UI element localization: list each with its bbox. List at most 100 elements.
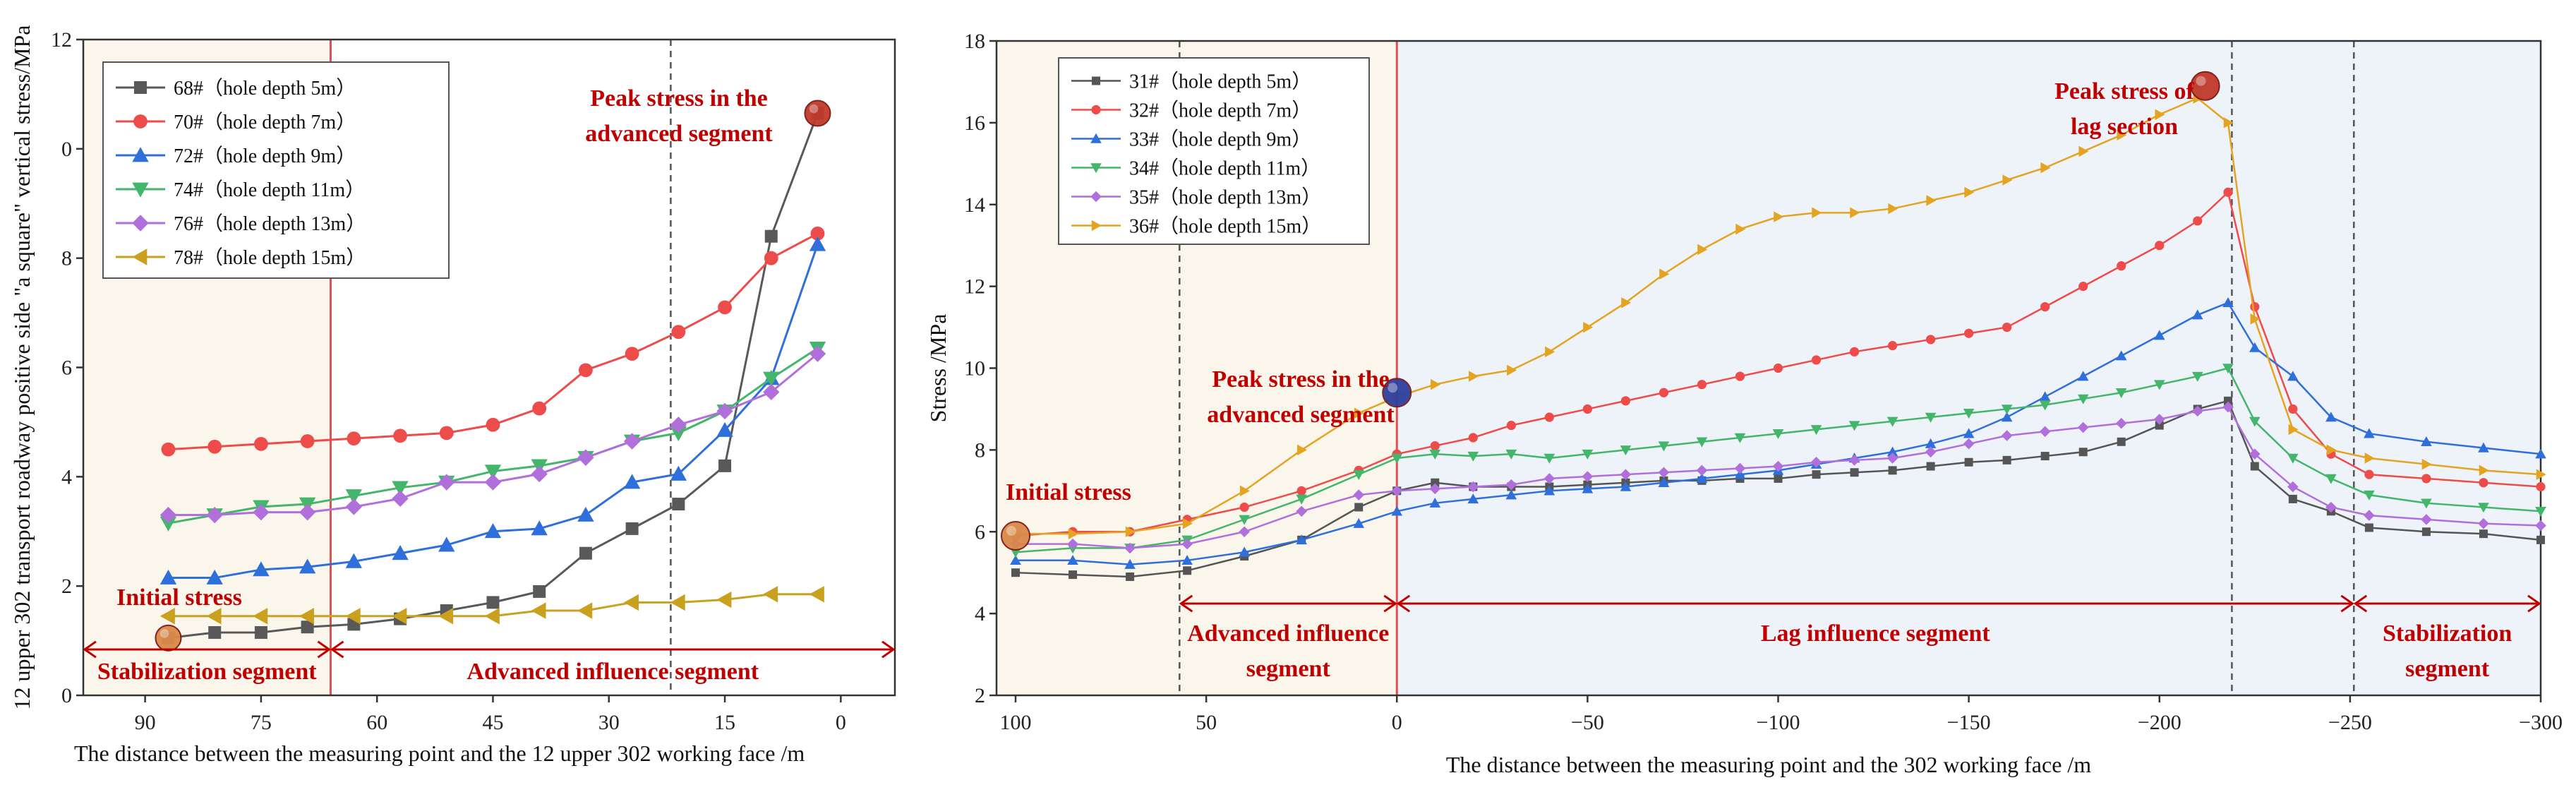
advanced-peak-stress-marker xyxy=(1382,378,1412,408)
data-point xyxy=(2478,503,2489,513)
initial-stress-marker xyxy=(1001,521,1031,551)
data-point xyxy=(625,347,639,361)
data-point xyxy=(160,569,177,585)
data-point xyxy=(2077,394,2089,405)
data-point xyxy=(1544,412,1554,422)
x-tick-label: −200 xyxy=(2138,711,2181,734)
data-point xyxy=(2479,529,2488,539)
data-point xyxy=(1697,244,1708,256)
data-point xyxy=(2155,241,2165,251)
data-point xyxy=(160,506,177,524)
data-point xyxy=(2040,452,2050,461)
data-point xyxy=(1848,421,1860,431)
data-point xyxy=(2535,507,2546,517)
data-point xyxy=(392,608,407,625)
data-point xyxy=(809,345,826,362)
data-point xyxy=(1926,335,1936,344)
data-point xyxy=(670,594,685,611)
data-point xyxy=(1429,449,1441,460)
initial-stress-label: Initial stress xyxy=(116,585,242,611)
data-point xyxy=(347,431,361,446)
advanced-influence-label-line2: segment xyxy=(1246,656,1331,682)
x-tick-label: −150 xyxy=(1947,711,1991,734)
data-point xyxy=(392,490,409,507)
stabilization-label-line2: segment xyxy=(2405,656,2490,682)
data-point xyxy=(2077,371,2089,381)
y-tick-label: 6 xyxy=(975,520,985,544)
data-point xyxy=(1964,457,1973,467)
data-point xyxy=(531,602,546,619)
data-point xyxy=(300,434,315,448)
data-point xyxy=(484,474,502,491)
legend-label: 74#（hole depth 11m） xyxy=(174,179,365,201)
series-5 xyxy=(1010,401,2546,554)
legend-label: 31#（hole depth 5m） xyxy=(1129,71,1311,93)
data-point xyxy=(2191,405,2203,417)
y-tick-label: 6 xyxy=(61,356,72,380)
data-point xyxy=(1848,455,1860,466)
data-point xyxy=(206,569,223,585)
data-point xyxy=(2479,465,2489,477)
data-point xyxy=(1658,467,1670,479)
data-point xyxy=(1697,380,1707,390)
data-point xyxy=(2288,424,2299,436)
data-point xyxy=(1505,479,1517,491)
legend-label: 34#（hole depth 11m） xyxy=(1129,157,1320,180)
data-point xyxy=(625,522,639,535)
legend-label: 70#（hole depth 7m） xyxy=(174,111,356,133)
data-point xyxy=(718,300,732,315)
marker-highlight xyxy=(1006,526,1017,537)
data-point xyxy=(2325,474,2337,484)
data-point xyxy=(2153,330,2165,340)
data-point xyxy=(2326,444,2337,456)
arrow-head xyxy=(2353,594,2368,613)
data-point xyxy=(1353,489,1365,501)
data-point xyxy=(716,421,733,437)
data-point xyxy=(1125,526,1136,538)
data-point xyxy=(1734,469,1746,479)
data-point xyxy=(1069,570,1078,580)
data-point xyxy=(672,498,685,511)
initial-stress-marker xyxy=(155,624,182,652)
y-tick-label: 2 xyxy=(975,684,985,707)
data-point xyxy=(1181,555,1193,565)
y-tick-label: 12 xyxy=(51,28,72,52)
x-tick-label: 15 xyxy=(714,711,735,734)
data-point xyxy=(1621,297,1632,308)
data-point xyxy=(439,426,454,441)
data-point xyxy=(1507,364,1517,376)
y-tick-label: 4 xyxy=(61,465,72,489)
data-point xyxy=(484,608,500,625)
y-tick-label: 8 xyxy=(975,438,985,462)
data-point xyxy=(1658,441,1670,452)
data-point xyxy=(1239,515,1250,525)
data-point xyxy=(1239,546,1250,557)
data-point xyxy=(1620,481,1632,491)
x-tick-label: −50 xyxy=(1571,711,1604,734)
legend-label: 78#（hole depth 15m） xyxy=(174,246,366,269)
right-stress-chart: 2 4 6 8 10 12 14 16 18 100 50 0 −50 −100 −150 −200 −250 −… xyxy=(925,30,2563,777)
data-point xyxy=(1887,341,1898,351)
data-point xyxy=(1469,371,1479,382)
data-point xyxy=(345,608,361,625)
arrow-head xyxy=(881,640,896,659)
data-point xyxy=(2078,145,2089,157)
data-point xyxy=(2039,426,2051,438)
x-tick-label: 45 xyxy=(482,711,503,734)
stabilization-segment-label: Stabilization segment xyxy=(97,659,317,685)
data-point xyxy=(2364,469,2374,479)
data-point xyxy=(2421,474,2431,484)
data-point xyxy=(2421,514,2432,525)
legend-marker xyxy=(132,215,149,232)
legend-label: 76#（hole depth 13m） xyxy=(174,212,366,235)
data-point xyxy=(1429,497,1441,508)
data-point xyxy=(763,371,780,387)
y-tick-label: 14 xyxy=(964,193,985,217)
data-point xyxy=(1181,538,1193,550)
data-point xyxy=(2479,478,2488,488)
data-point xyxy=(161,442,176,457)
data-point xyxy=(206,506,223,524)
data-point xyxy=(2325,501,2337,513)
data-point xyxy=(253,608,268,625)
